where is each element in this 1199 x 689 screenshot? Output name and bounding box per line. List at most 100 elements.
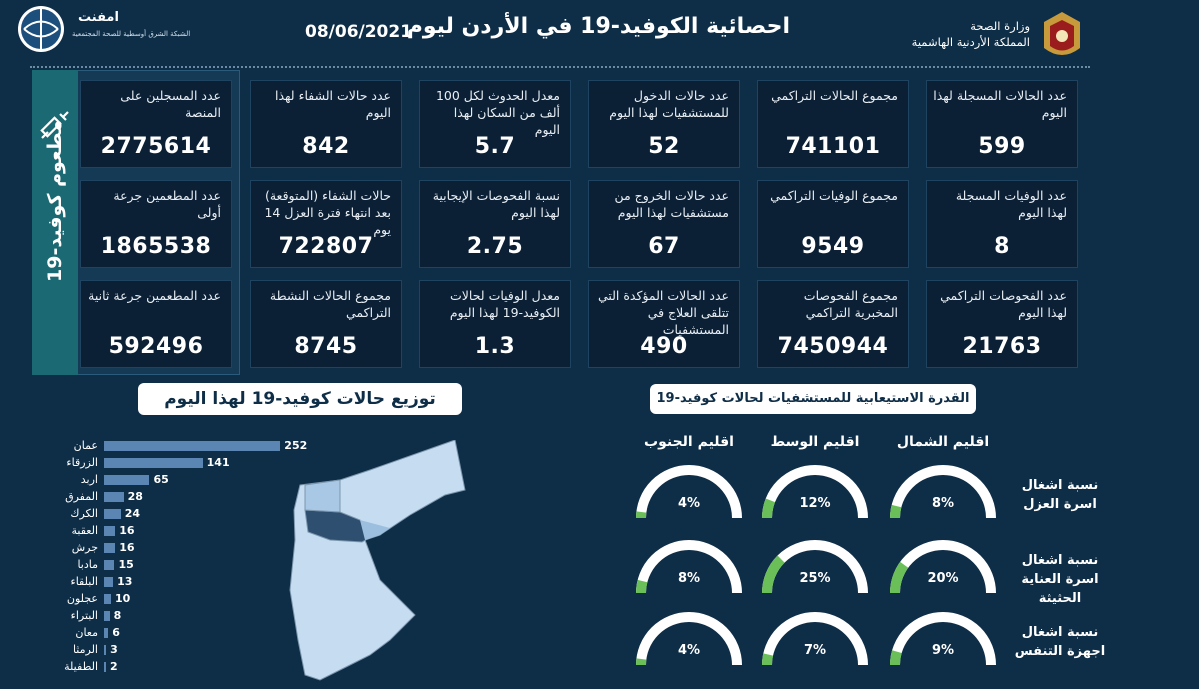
bar-category-label: عجلون	[60, 592, 98, 606]
bar-category-label: معان	[60, 626, 98, 640]
stat-tile: معدل الحدوث لكل 100 ألف من السكان لهذا ا…	[419, 80, 571, 168]
ministry-name: وزارة الصحة المملكة الأردنية الهاشمية	[910, 18, 1030, 50]
bar-category-label: المفرق	[60, 490, 98, 504]
bar-category-label: مادبا	[60, 558, 98, 572]
gauge-percent: 8%	[664, 571, 714, 586]
bar	[104, 509, 121, 519]
capacity-row-label: نسبة اشغال اجهزة التنفس	[1010, 623, 1110, 661]
bar	[104, 645, 106, 655]
bar-category-label: الرمثا	[60, 643, 98, 657]
bar-value-label: 3	[110, 643, 118, 657]
capacity-row-label: نسبة اشغال اسرة العزل	[1010, 476, 1110, 514]
stat-value: 8745	[251, 334, 401, 359]
gauge-fill	[767, 655, 768, 665]
bar-row: الطفيلة 2	[60, 660, 300, 674]
bar-value-label: 65	[153, 473, 168, 487]
stat-label: عدد الحالات المؤكدة التي تتلقى العلاج في…	[595, 287, 729, 338]
capacity-gauge	[883, 535, 1003, 599]
gauge-fill	[641, 581, 643, 593]
gauge-percent: 9%	[918, 643, 968, 658]
stat-value: 842	[251, 134, 401, 159]
bar	[104, 560, 114, 570]
bar	[104, 492, 124, 502]
gauge-percent: 7%	[790, 643, 840, 658]
bar	[104, 475, 149, 485]
stat-tile: حالات الشفاء (المتوقعة) بعد انتهاء فترة …	[250, 180, 402, 268]
stat-value: 8	[927, 234, 1077, 259]
bar-value-label: 10	[115, 592, 130, 606]
stat-label: مجموع الوفيات التراكمي	[764, 187, 898, 204]
capacity-row-label: نسبة اشغال اسرة العناية الحثيثة	[1010, 551, 1110, 608]
bar	[104, 611, 110, 621]
bar	[104, 577, 113, 587]
region-label: اقليم الجنوب	[629, 434, 749, 450]
stat-value: 67	[589, 234, 739, 259]
bar-value-label: 16	[119, 524, 134, 538]
bar-category-label: البتراء	[60, 609, 98, 623]
stat-label: نسبة الفحوصات الإيجابية لهذا اليوم	[426, 187, 560, 221]
bar-value-label: 13	[117, 575, 132, 589]
bar-row: مادبا 15	[60, 558, 300, 572]
stat-tile: عدد الحالات المسجلة لهذا اليوم 599	[926, 80, 1078, 168]
stat-label: مجموع الفحوصات المخبرية التراكمي	[764, 287, 898, 321]
bar-value-label: 28	[128, 490, 143, 504]
stat-value: 741101	[758, 134, 908, 159]
report-date: 08/06/2021	[305, 22, 412, 42]
gauge-percent: 20%	[918, 571, 968, 586]
stat-label: مجموع الحالات النشطة التراكمي	[257, 287, 391, 321]
gauge-percent: 25%	[790, 571, 840, 586]
globe-icon	[18, 6, 64, 52]
bar	[104, 526, 115, 536]
distribution-title: توزيع حالات كوفيد-19 لهذا اليوم	[138, 383, 462, 415]
stat-value: 1.3	[420, 334, 570, 359]
bar-category-label: جرش	[60, 541, 98, 555]
bar-value-label: 24	[125, 507, 140, 521]
bar-row: الرمثا 3	[60, 643, 300, 657]
region-label: اقليم الوسط	[755, 434, 875, 450]
gauge-fill	[767, 559, 781, 593]
stat-value: 21763	[927, 334, 1077, 359]
bar-value-label: 16	[119, 541, 134, 555]
stat-value: 599	[927, 134, 1077, 159]
bar	[104, 662, 106, 672]
bar-category-label: الطفيلة	[60, 660, 98, 674]
brand-name: امفنت	[78, 10, 119, 25]
stat-value: 52	[589, 134, 739, 159]
gauge-fill	[895, 565, 904, 593]
stat-tile: عدد الحالات المؤكدة التي تتلقى العلاج في…	[588, 280, 740, 368]
page-title: احصائية الكوفيد-19 في الأردن ليوم	[420, 14, 790, 39]
bar	[104, 441, 280, 451]
gauge-percent: 4%	[664, 496, 714, 511]
stat-label: مجموع الحالات التراكمي	[764, 87, 898, 104]
bar	[104, 628, 108, 638]
gauge-percent: 12%	[790, 496, 840, 511]
brand-logo: امفنت الشبكة الشرق أوسطية للصحة المجتمعي…	[18, 6, 168, 54]
bar-row: عجلون 10	[60, 592, 300, 606]
bar	[104, 458, 203, 468]
stat-label: عدد الحالات المسجلة لهذا اليوم	[933, 87, 1067, 121]
bar-value-label: 2	[110, 660, 118, 674]
stat-value: 722807	[251, 234, 401, 259]
gauge-fill	[895, 652, 897, 665]
bar-value-label: 141	[207, 456, 230, 470]
stat-label: معدل الحدوث لكل 100 ألف من السكان لهذا ا…	[426, 87, 560, 138]
stat-tile: مجموع الحالات النشطة التراكمي 8745	[250, 280, 402, 368]
jordan-map	[280, 440, 470, 689]
capacity-gauge	[629, 607, 749, 671]
vaccine-side-label: مطعوم كوفيد-19	[32, 300, 78, 320]
bar-value-label: 15	[118, 558, 133, 572]
capacity-gauge	[755, 535, 875, 599]
brand-sub: الشبكة الشرق أوسطية للصحة المجتمعية	[72, 30, 190, 38]
